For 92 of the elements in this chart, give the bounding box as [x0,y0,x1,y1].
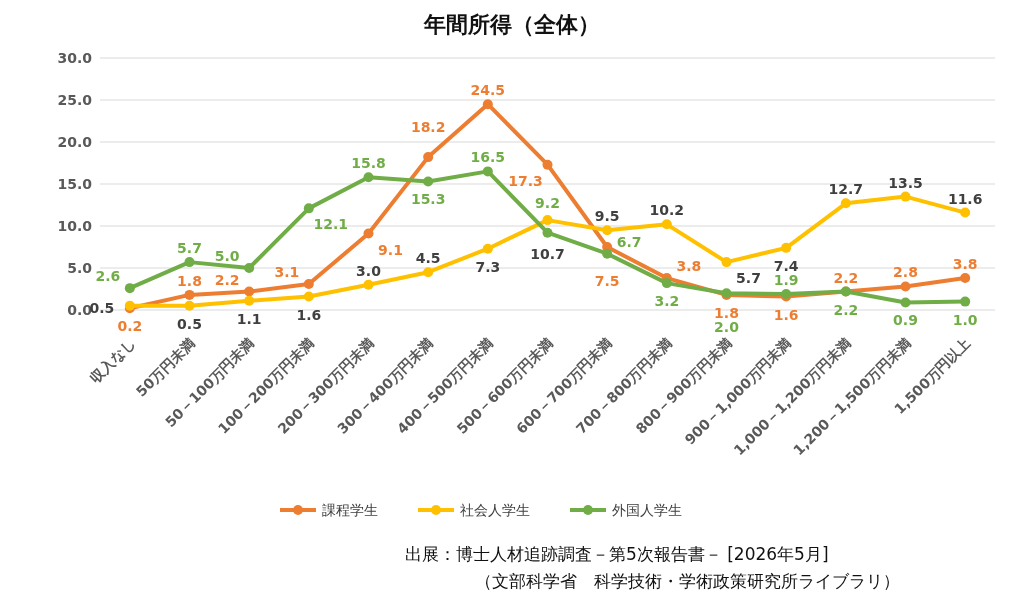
data-label: 7.5 [594,273,620,289]
text: 出展：博士人材追跡調査－第5次報告書－ [2026年5月] [405,544,829,564]
data-label: 1.8 [177,272,202,289]
point [482,99,493,110]
legend-label: 課程学生 [322,502,378,518]
point [900,297,911,308]
point [840,198,851,209]
data-label: 7.4 [773,257,799,274]
point [423,176,434,187]
point [542,215,553,226]
y-tick-label: 10.0 [57,218,93,234]
point [303,278,314,289]
point [781,242,792,253]
point [602,225,613,236]
point [363,172,374,183]
point [303,203,314,214]
data-label: 7.3 [475,258,501,275]
y-tick-label: 15.0 [57,176,93,192]
data-label: 6.7 [616,233,642,250]
data-label: 3.1 [274,263,300,280]
data-label: 1.6 [773,306,799,323]
y-tick-label: 5.0 [67,260,93,276]
data-label: 15.3 [410,191,446,208]
point [542,159,553,170]
data-label: 2.2 [833,301,859,318]
data-label: 18.2 [410,119,446,136]
data-label: 5.7 [177,240,202,257]
point [124,283,135,294]
point [363,279,374,290]
data-label: 5.7 [736,270,761,287]
data-label: 3.8 [676,258,702,275]
legend-label: 社会人学生 [460,502,530,518]
point [960,273,971,284]
data-label: 0.5 [177,315,202,332]
data-label: 1.1 [236,310,262,327]
data-label: 1.0 [952,311,978,328]
data-label: 3.2 [654,293,680,310]
point [244,286,255,297]
data-label: 12.7 [828,181,864,198]
point [900,191,911,202]
point [721,257,732,268]
point [244,295,255,306]
data-label: 9.5 [594,208,620,225]
legend-label: 外国人学生 [612,502,682,518]
data-label: 2.2 [214,271,240,288]
data-label: 24.5 [470,82,506,99]
y-tick-label: 25.0 [57,92,93,108]
data-label: 16.5 [470,149,506,166]
point [960,207,971,218]
point [184,289,195,300]
data-label: 10.7 [530,246,565,263]
data-label: 0.2 [117,318,143,335]
data-label: 15.8 [351,155,386,172]
data-label: 2.2 [833,269,859,286]
data-label: 17.3 [508,172,543,189]
data-label: 1.6 [296,306,322,323]
data-label: 1.9 [773,272,799,289]
point [244,263,255,273]
chart-title: 年間所得（全体） [423,12,600,37]
point [482,243,493,254]
point [363,228,374,239]
point [542,227,553,238]
point [602,248,613,259]
point [960,296,971,307]
y-tick-label: 20.0 [57,134,93,150]
data-label: 2.6 [95,268,121,285]
data-label: 12.1 [313,216,349,233]
data-label: 13.5 [888,174,923,191]
data-label: 1.8 [714,304,739,321]
data-label: 3.8 [952,256,978,273]
point [900,281,911,292]
point [661,278,672,289]
data-label: 9.1 [378,241,403,258]
point [423,152,434,163]
point [661,219,672,230]
data-label: 2.8 [893,264,918,281]
x-tick-label: 収入なし [87,334,138,386]
data-label: 0.9 [893,312,918,329]
point [184,300,195,311]
data-label: 4.5 [415,250,441,267]
point [303,291,314,302]
data-label: 10.2 [649,202,685,219]
text: （文部科学省 科学技術・学術政策研究所ライブラリ） [475,571,900,591]
y-tick-label: 30.0 [57,50,93,66]
data-label: 9.2 [535,194,560,211]
data-label: 5.0 [214,248,240,264]
point [482,166,493,177]
data-label: 3.0 [356,262,382,279]
point [423,267,434,278]
data-label: 11.6 [947,190,983,207]
data-label: 2.0 [714,319,740,336]
point [184,257,195,268]
